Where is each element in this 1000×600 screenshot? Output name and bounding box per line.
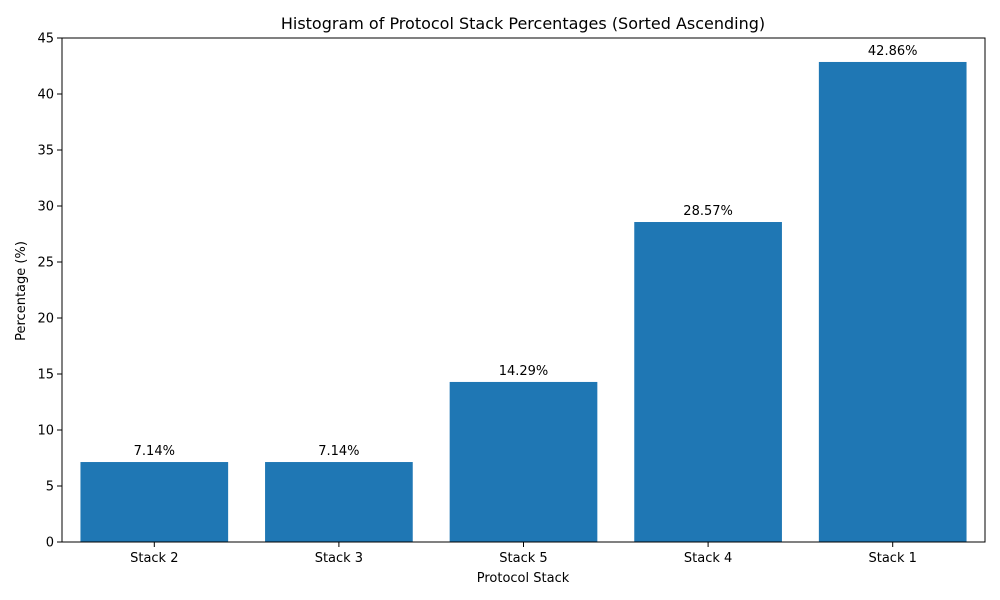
bar-stack-1	[818, 61, 967, 543]
x-tick-label: Stack 2	[130, 551, 178, 566]
x-axis-label: Protocol Stack	[477, 571, 570, 586]
y-tick-label: 10	[37, 424, 54, 439]
data-label: 14.29%	[499, 364, 549, 379]
data-label: 7.14%	[318, 444, 359, 459]
data-labels-layer: 7.14% 7.14% 14.29% 28.57% 42.86%	[134, 44, 918, 459]
x-tick-label: Stack 3	[315, 551, 363, 566]
y-tick-label: 5	[46, 480, 54, 495]
x-tick-label: Stack 4	[684, 551, 732, 566]
bars-layer	[80, 61, 967, 543]
y-tick-label: 35	[37, 144, 54, 159]
bar-stack-4	[634, 222, 782, 543]
y-tick-label: 20	[37, 312, 54, 327]
y-tick-label: 0	[46, 536, 54, 551]
bar-stack-2	[80, 462, 229, 542]
y-axis-ticks: 0 5 10 15 20 25 30 35 40 45	[37, 32, 62, 551]
bar-stack-5	[449, 381, 598, 542]
y-tick-label: 40	[37, 88, 54, 103]
data-label: 42.86%	[868, 44, 918, 59]
x-tick-label: Stack 1	[868, 551, 916, 566]
x-axis-ticks: Stack 2 Stack 3 Stack 5 Stack 4 Stack 1	[130, 542, 917, 566]
y-tick-label: 15	[37, 368, 54, 383]
y-tick-label: 30	[37, 200, 54, 215]
y-tick-label: 45	[37, 32, 54, 47]
data-label: 28.57%	[683, 204, 733, 219]
plot-frame	[61, 37, 986, 543]
data-label: 7.14%	[134, 444, 175, 459]
y-tick-label: 25	[37, 256, 54, 271]
chart-title: Histogram of Protocol Stack Percentages …	[281, 14, 765, 33]
bar-stack-3	[265, 462, 413, 542]
y-axis-label: Percentage (%)	[14, 241, 29, 341]
x-tick-label: Stack 5	[499, 551, 547, 566]
